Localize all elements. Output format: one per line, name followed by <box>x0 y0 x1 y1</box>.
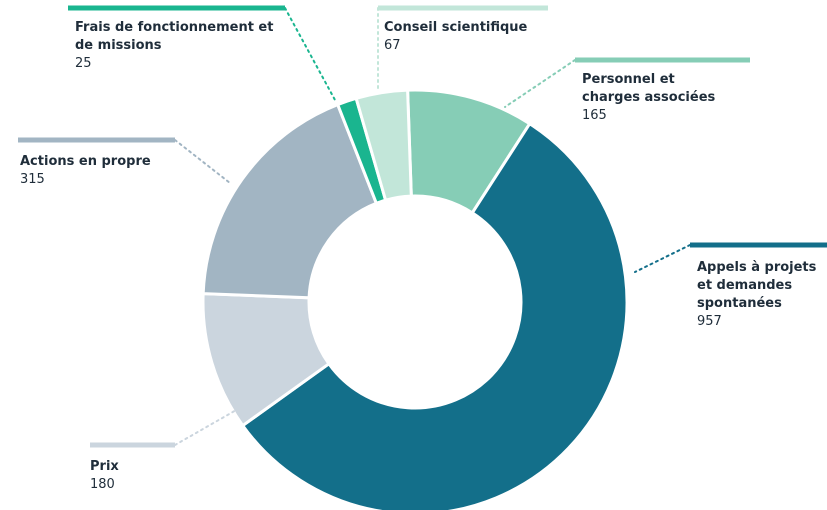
leader-line <box>174 404 246 446</box>
donut-segment <box>354 88 413 203</box>
segment-label: Appels à projets et demandes spontanées 9… <box>697 259 827 331</box>
segment-label: Frais de fonctionnement et de missions 25 <box>75 19 280 73</box>
label-value: 315 <box>20 172 45 187</box>
label-name: Appels à projets et demandes spontanées <box>697 260 817 311</box>
leader-line <box>174 139 231 184</box>
label-value: 25 <box>75 56 92 71</box>
segment-label: Conseil scientifique 67 <box>384 19 554 55</box>
leader-line <box>504 59 576 108</box>
label-value: 165 <box>582 108 607 123</box>
segment-label: Personnel et charges associées 165 <box>582 71 732 125</box>
donut-segment <box>240 121 629 510</box>
label-value: 957 <box>697 314 722 329</box>
label-name: Personnel et charges associées <box>582 72 716 105</box>
leader-line <box>634 244 691 273</box>
label-value: 67 <box>384 38 401 53</box>
donut-segment <box>201 102 379 300</box>
segment-label: Prix 180 <box>90 458 210 494</box>
label-name: Prix <box>90 459 119 474</box>
label-name: Actions en propre <box>20 154 151 169</box>
label-name: Frais de fonctionnement et de missions <box>75 20 274 53</box>
label-value: 180 <box>90 477 115 492</box>
segment-label: Actions en propre 315 <box>20 153 190 189</box>
label-name: Conseil scientifique <box>384 20 528 35</box>
leader-line <box>284 7 336 101</box>
